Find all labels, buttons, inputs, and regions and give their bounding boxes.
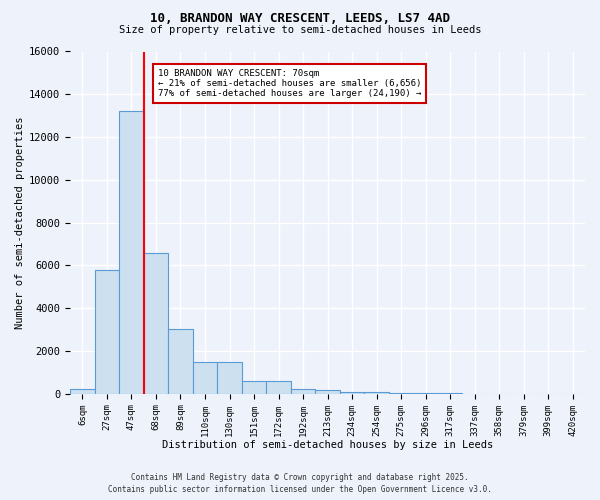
- Bar: [143, 252, 168, 394]
- Bar: [217, 362, 242, 394]
- Bar: [168, 328, 193, 394]
- Bar: [340, 392, 364, 394]
- Bar: [70, 388, 95, 394]
- Text: 10, BRANDON WAY CRESCENT, LEEDS, LS7 4AD: 10, BRANDON WAY CRESCENT, LEEDS, LS7 4AD: [150, 12, 450, 26]
- Text: Contains HM Land Registry data © Crown copyright and database right 2025.
Contai: Contains HM Land Registry data © Crown c…: [108, 472, 492, 494]
- Bar: [242, 380, 266, 394]
- Bar: [291, 389, 316, 394]
- Bar: [316, 390, 340, 394]
- Bar: [389, 393, 413, 394]
- Bar: [95, 270, 119, 394]
- Bar: [266, 380, 291, 394]
- Y-axis label: Number of semi-detached properties: Number of semi-detached properties: [15, 116, 25, 329]
- Text: Size of property relative to semi-detached houses in Leeds: Size of property relative to semi-detach…: [119, 25, 481, 35]
- Bar: [193, 362, 217, 394]
- Bar: [413, 393, 438, 394]
- Bar: [119, 112, 143, 394]
- Text: 10 BRANDON WAY CRESCENT: 70sqm
← 21% of semi-detached houses are smaller (6,656): 10 BRANDON WAY CRESCENT: 70sqm ← 21% of …: [158, 68, 421, 98]
- X-axis label: Distribution of semi-detached houses by size in Leeds: Distribution of semi-detached houses by …: [162, 440, 493, 450]
- Bar: [364, 392, 389, 394]
